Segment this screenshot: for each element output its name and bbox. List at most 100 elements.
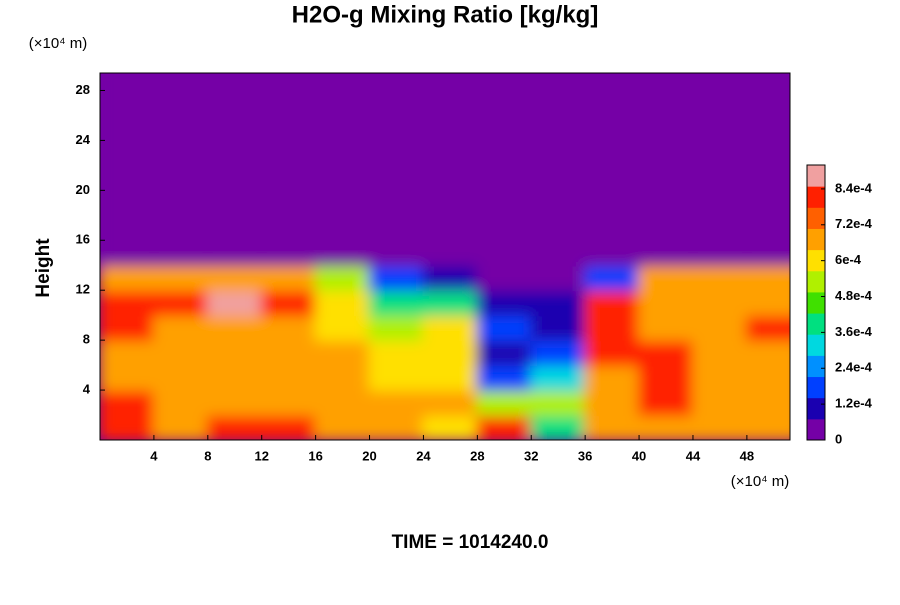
field-cell: [476, 314, 533, 342]
field-cell: [100, 239, 155, 267]
field-cell: [530, 264, 587, 292]
field-cell: [260, 139, 317, 167]
field-cell: [530, 139, 587, 167]
field-cell: [422, 164, 479, 192]
colorbar-band: [807, 228, 825, 251]
field-cell: [691, 289, 748, 317]
field-cell: [206, 189, 263, 217]
y-tick-label: 4: [83, 382, 91, 397]
field-cell: [530, 364, 587, 392]
field-cell: [368, 214, 425, 242]
x-tick-label: 8: [204, 448, 211, 463]
field-cell: [691, 414, 748, 440]
field-cell: [584, 339, 641, 367]
field-cell: [691, 114, 748, 142]
field-cell: [368, 89, 425, 117]
field-cell: [638, 73, 694, 92]
field-cell: [314, 89, 371, 117]
field-cell: [530, 389, 587, 417]
field-cell: [745, 414, 790, 440]
field-cell: [638, 364, 694, 392]
field-cell: [638, 314, 694, 342]
chart-title: H2O-g Mixing Ratio [kg/kg]: [292, 1, 599, 28]
field-cell: [422, 289, 479, 317]
field-cell: [152, 289, 209, 317]
field-cell: [206, 164, 263, 192]
field-cell: [476, 89, 533, 117]
field-cell: [584, 139, 641, 167]
field-cell: [691, 264, 748, 292]
x-tick-label: 28: [470, 448, 484, 463]
field-cell: [638, 214, 694, 242]
field-cell: [206, 73, 263, 92]
field-cell: [691, 164, 748, 192]
field-cell: [100, 364, 155, 392]
field-cell: [314, 239, 371, 267]
field-cell: [584, 289, 641, 317]
field-cell: [476, 389, 533, 417]
axes: 4 8 12 16 20 24 28 32 36 40 44 4848121620242801.2e-…: [76, 72, 873, 463]
field-cell: [206, 89, 263, 117]
y-tick-label: 24: [76, 132, 91, 147]
field-cell: [745, 389, 790, 417]
field-cell: [100, 339, 155, 367]
field-cell: [530, 189, 587, 217]
field-cell: [584, 389, 641, 417]
field-cell: [745, 114, 790, 142]
field-cell: [206, 314, 263, 342]
x-tick-label: 40: [632, 448, 646, 463]
field-cell: [422, 114, 479, 142]
field-cell: [422, 239, 479, 267]
colorbar-band: [807, 207, 825, 229]
x-tick-label: 32: [524, 448, 538, 463]
field-cell: [314, 339, 371, 367]
field-cell: [530, 339, 587, 367]
field-cell: [206, 114, 263, 142]
x-tick-label: 24: [416, 448, 431, 463]
field-cell: [422, 189, 479, 217]
field-cell: [152, 389, 209, 417]
field-cell: [530, 314, 587, 342]
field-cell: [260, 314, 317, 342]
field-cell: [638, 89, 694, 117]
field-cell: [422, 214, 479, 242]
colorbar-band: [807, 355, 825, 378]
field-cell: [530, 89, 587, 117]
x-tick-label: 4: [150, 448, 158, 463]
field-cell: [260, 264, 317, 292]
field-cell: [638, 414, 694, 440]
field-cell: [314, 314, 371, 342]
field-cell: [152, 414, 209, 440]
field-cell: [530, 214, 587, 242]
x-tick-label: 20: [362, 448, 376, 463]
field-cell: [314, 289, 371, 317]
field-cell: [422, 139, 479, 167]
field-cell: [206, 264, 263, 292]
colorbar-tick-label: 2.4e-4: [835, 360, 873, 375]
field-cell: [584, 364, 641, 392]
colorbar-tick-label: 1.2e-4: [835, 396, 873, 411]
field-cell: [206, 389, 263, 417]
field-cell: [152, 73, 209, 92]
field-cell: [584, 264, 641, 292]
field-cell: [476, 189, 533, 217]
y-tick-label: 28: [76, 82, 90, 97]
field-cell: [638, 389, 694, 417]
field-cell: [584, 239, 641, 267]
field-cell: [100, 289, 155, 317]
field-cell: [422, 389, 479, 417]
field-cell: [584, 314, 641, 342]
field-cells: [100, 73, 790, 440]
field-cell: [152, 189, 209, 217]
field-cell: [422, 414, 479, 440]
field-cell: [368, 114, 425, 142]
field-cell: [260, 414, 317, 440]
field-cell: [691, 239, 748, 267]
colorbar-band: [807, 334, 825, 356]
colorbar-frame: [806, 164, 826, 441]
x-tick-label: 36: [578, 448, 592, 463]
y-unit: (×10⁴ m): [29, 35, 88, 52]
field-cell: [530, 414, 587, 440]
field-cell: [745, 89, 790, 117]
field-cell: [260, 239, 317, 267]
